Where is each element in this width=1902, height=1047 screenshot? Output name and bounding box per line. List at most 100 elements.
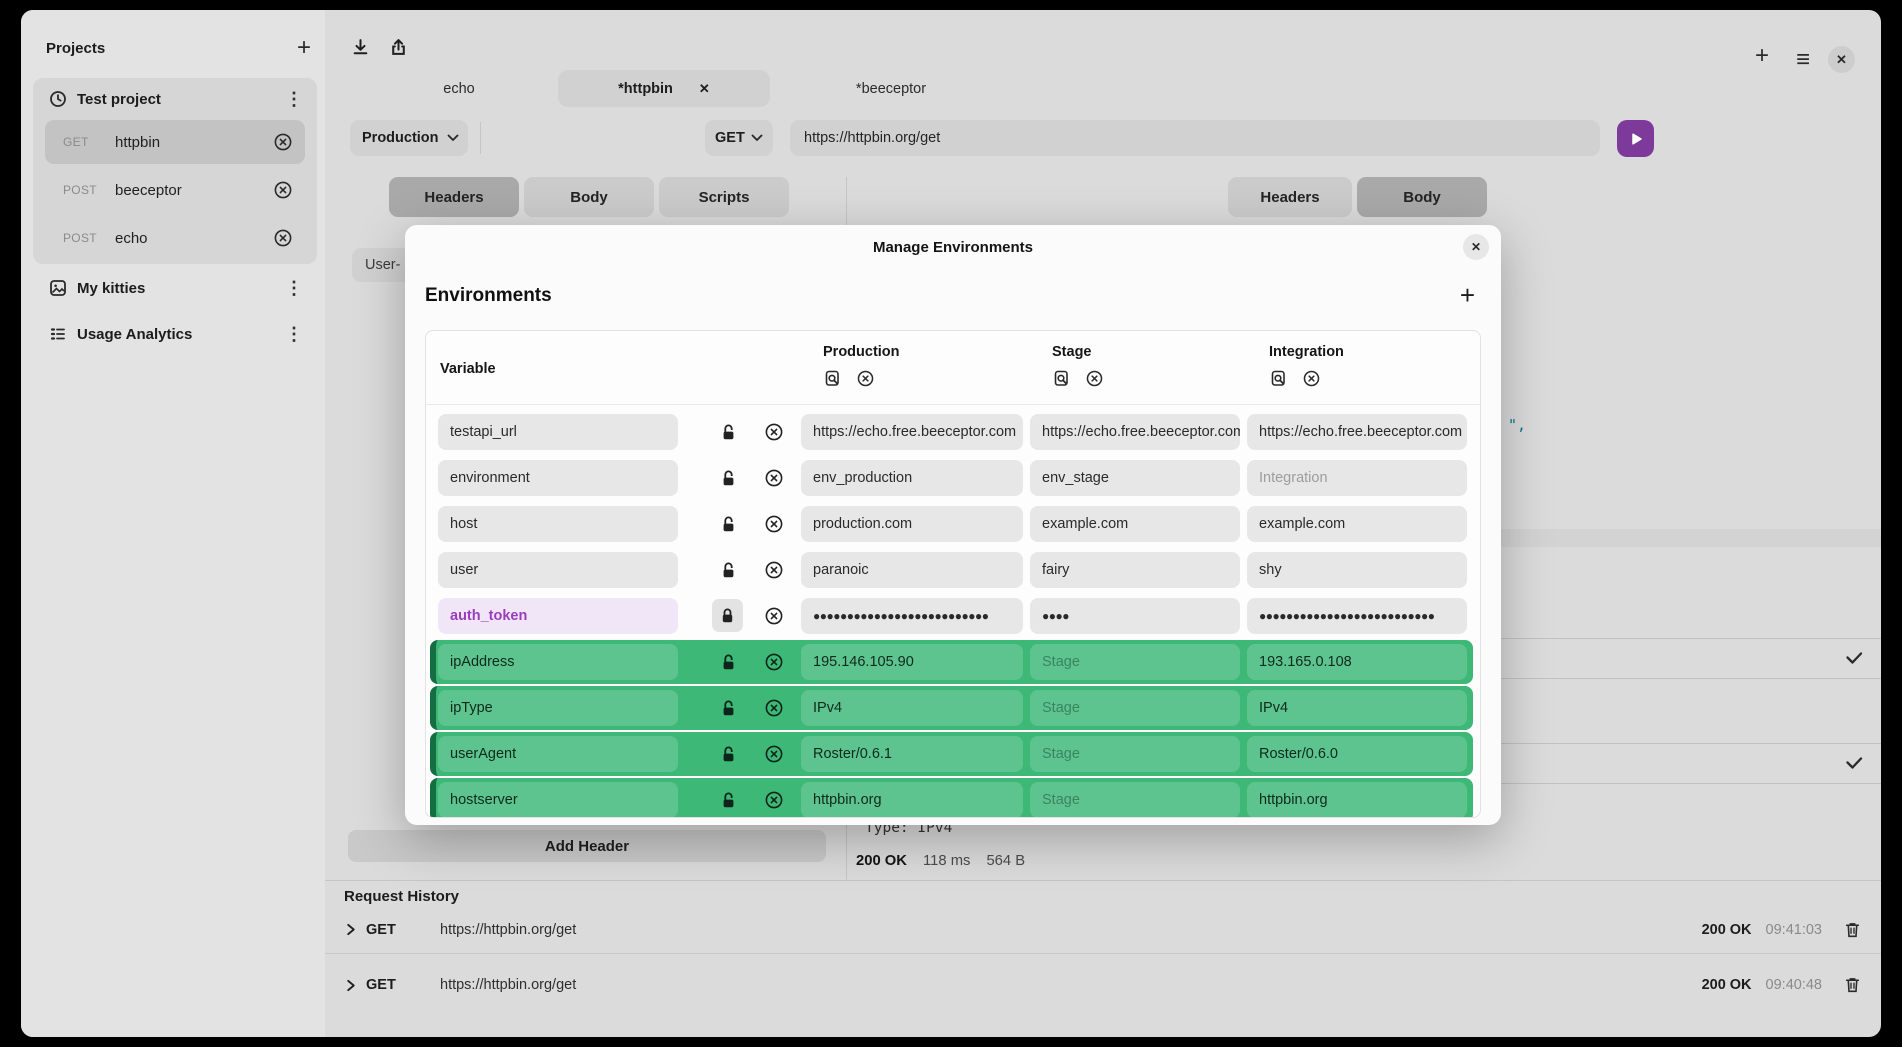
- variable-name-input[interactable]: host: [438, 506, 678, 542]
- unlock-icon[interactable]: [714, 786, 742, 814]
- delete-variable-icon[interactable]: [764, 790, 784, 810]
- export-icon[interactable]: [389, 38, 408, 57]
- remove-request-icon[interactable]: [273, 180, 293, 200]
- variable-name-input[interactable]: user: [438, 552, 678, 588]
- variable-value-input-masked[interactable]: ●●●●●●●●●●●●●●●●●●●●●●●●●●: [801, 598, 1023, 634]
- add-header-button[interactable]: Add Header: [348, 830, 826, 862]
- add-project-button[interactable]: +: [296, 34, 311, 61]
- edit-environment-icon[interactable]: [1269, 369, 1288, 388]
- delete-variable-icon[interactable]: [764, 468, 784, 488]
- response-tab-body[interactable]: Body: [1357, 177, 1487, 217]
- sidebar-item-my-kitties[interactable]: My kitties ⋮: [33, 268, 317, 308]
- variable-value-input[interactable]: env_stage: [1030, 460, 1240, 496]
- window-close-button[interactable]: ✕: [1828, 46, 1855, 73]
- tab-beeceptor[interactable]: *beeceptor: [836, 70, 946, 107]
- variable-name-input[interactable]: testapi_url: [438, 414, 678, 450]
- trash-icon[interactable]: [1844, 921, 1861, 939]
- request-tab-headers[interactable]: Headers: [389, 177, 519, 217]
- delete-environment-icon[interactable]: [856, 369, 875, 388]
- delete-variable-icon[interactable]: [764, 422, 784, 442]
- variable-value-input[interactable]: Stage: [1030, 736, 1240, 772]
- unlock-icon[interactable]: [714, 694, 742, 722]
- variable-name-input[interactable]: auth_token: [438, 598, 678, 634]
- menu-icon[interactable]: ≡: [1795, 46, 1810, 73]
- sidebar-item-usage-analytics[interactable]: Usage Analytics ⋮: [33, 314, 317, 354]
- delete-environment-icon[interactable]: [1302, 369, 1321, 388]
- trash-icon[interactable]: [1844, 976, 1861, 994]
- import-icon[interactable]: [351, 38, 370, 57]
- variable-value-input[interactable]: Roster/0.6.0: [1247, 736, 1467, 772]
- variable-value-input-masked[interactable]: ●●●●: [1030, 598, 1240, 634]
- variable-value-input[interactable]: 195.146.105.90: [801, 644, 1023, 680]
- variable-value-input[interactable]: https://echo.free.beeceptor.com: [1030, 414, 1240, 450]
- variable-name-input[interactable]: hostserver: [438, 782, 678, 817]
- variable-name-input[interactable]: userAgent: [438, 736, 678, 772]
- variable-value-input[interactable]: httpbin.org: [1247, 782, 1467, 817]
- delete-variable-icon[interactable]: [764, 514, 784, 534]
- variable-name-input[interactable]: ipType: [438, 690, 678, 726]
- variable-value-input[interactable]: httpbin.org: [801, 782, 1023, 817]
- delete-environment-icon[interactable]: [1085, 369, 1104, 388]
- variable-value-input[interactable]: production.com: [801, 506, 1023, 542]
- variable-value-input[interactable]: paranoic: [801, 552, 1023, 588]
- unlock-icon[interactable]: [714, 740, 742, 768]
- variable-value-input[interactable]: https://echo.free.beeceptor.com: [1247, 414, 1467, 450]
- expand-chevron-icon[interactable]: [344, 923, 366, 936]
- remove-request-icon[interactable]: [273, 132, 293, 152]
- new-request-button[interactable]: +: [1754, 42, 1769, 69]
- variable-value-input[interactable]: IPv4: [1247, 690, 1467, 726]
- tab-httpbin-active[interactable]: *httpbin ✕: [558, 70, 770, 107]
- variable-name-input[interactable]: ipAddress: [438, 644, 678, 680]
- unlock-icon[interactable]: [714, 510, 742, 538]
- delete-variable-icon[interactable]: [764, 606, 784, 626]
- unlock-icon[interactable]: [714, 648, 742, 676]
- sidebar-item-echo[interactable]: POST echo: [45, 216, 305, 260]
- request-tab-body[interactable]: Body: [524, 177, 654, 217]
- modal-close-button[interactable]: ✕: [1463, 234, 1489, 260]
- variable-value-input-masked[interactable]: ●●●●●●●●●●●●●●●●●●●●●●●●●●: [1247, 598, 1467, 634]
- history-row[interactable]: GET https://httpbin.org/get 200 OK 09:40…: [325, 961, 1881, 1009]
- expand-chevron-icon[interactable]: [344, 979, 366, 992]
- project-menu-button[interactable]: ⋮: [285, 88, 303, 109]
- variable-value-input[interactable]: Integration: [1247, 460, 1467, 496]
- project-menu-button[interactable]: ⋮: [285, 277, 303, 298]
- send-request-button[interactable]: [1617, 120, 1654, 157]
- remove-request-icon[interactable]: [273, 228, 293, 248]
- tab-close-icon[interactable]: ✕: [698, 80, 710, 96]
- lock-icon[interactable]: [712, 599, 743, 632]
- project-label: My kitties: [77, 279, 146, 297]
- delete-variable-icon[interactable]: [764, 560, 784, 580]
- method-selector[interactable]: GET: [705, 120, 773, 156]
- response-tab-headers[interactable]: Headers: [1228, 177, 1352, 217]
- variable-value-input[interactable]: Stage: [1030, 644, 1240, 680]
- variable-value-input[interactable]: example.com: [1030, 506, 1240, 542]
- variable-value-input[interactable]: Roster/0.6.1: [801, 736, 1023, 772]
- variable-value-input[interactable]: IPv4: [801, 690, 1023, 726]
- request-tab-scripts[interactable]: Scripts: [659, 177, 789, 217]
- unlock-icon[interactable]: [714, 418, 742, 446]
- tab-echo[interactable]: echo: [427, 70, 491, 107]
- environment-selector[interactable]: Production: [350, 120, 468, 156]
- sidebar-item-httpbin[interactable]: GET httpbin: [45, 120, 305, 164]
- unlock-icon[interactable]: [714, 464, 742, 492]
- edit-environment-icon[interactable]: [1052, 369, 1071, 388]
- delete-variable-icon[interactable]: [764, 698, 784, 718]
- variable-value-input[interactable]: example.com: [1247, 506, 1467, 542]
- variable-value-input[interactable]: Stage: [1030, 782, 1240, 817]
- sidebar-item-beeceptor[interactable]: POST beeceptor: [45, 168, 305, 212]
- delete-variable-icon[interactable]: [764, 652, 784, 672]
- variable-value-input[interactable]: fairy: [1030, 552, 1240, 588]
- history-row[interactable]: GET https://httpbin.org/get 200 OK 09:41…: [325, 906, 1881, 954]
- add-environment-button[interactable]: +: [1459, 280, 1475, 310]
- project-menu-button[interactable]: ⋮: [285, 323, 303, 344]
- variable-value-input[interactable]: https://echo.free.beeceptor.com: [801, 414, 1023, 450]
- edit-environment-icon[interactable]: [823, 369, 842, 388]
- unlock-icon[interactable]: [714, 556, 742, 584]
- variable-value-input[interactable]: 193.165.0.108: [1247, 644, 1467, 680]
- delete-variable-icon[interactable]: [764, 744, 784, 764]
- variable-value-input[interactable]: env_production: [801, 460, 1023, 496]
- variable-name-input[interactable]: environment: [438, 460, 678, 496]
- variable-value-input[interactable]: shy: [1247, 552, 1467, 588]
- variable-value-input[interactable]: Stage: [1030, 690, 1240, 726]
- url-input[interactable]: https://httpbin.org/get: [790, 120, 1600, 156]
